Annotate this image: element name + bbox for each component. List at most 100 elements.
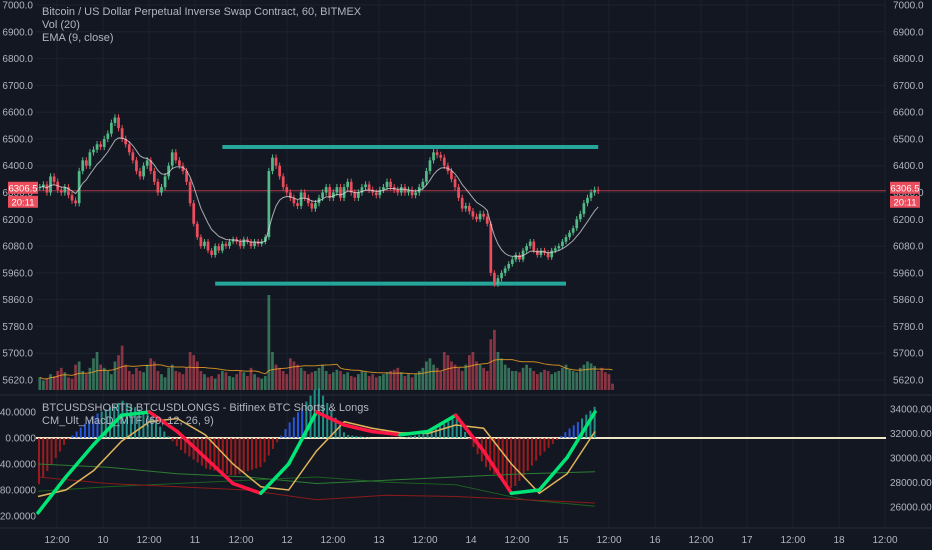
- shorts-longs-legend[interactable]: BTCUSDSHORTS BTCUSDLONGS - Bitfinex BTC …: [42, 402, 369, 414]
- volume-bar: [586, 361, 589, 390]
- volume-bar: [127, 371, 131, 390]
- candle-body: [342, 187, 346, 198]
- macd-line-segment: [509, 488, 542, 495]
- macd-histogram-bar: [568, 428, 571, 438]
- volume-bar: [306, 374, 310, 390]
- price-tick-label-right: 5780.0: [893, 322, 924, 333]
- candle-body: [249, 241, 253, 247]
- price-tick-label-right: 6600.0: [893, 108, 924, 119]
- price-tick-label-left: 6080.0: [2, 242, 33, 253]
- macd-histogram-bar: [175, 438, 178, 447]
- macd-line-segment: [370, 429, 402, 437]
- candle-body: [303, 192, 307, 198]
- volume-legend[interactable]: Vol (20): [42, 19, 80, 31]
- candle-body: [571, 228, 575, 233]
- volume-bar: [521, 367, 525, 390]
- volume-bar: [299, 367, 303, 390]
- indicator-tick-label-left: -40.0000: [0, 460, 36, 471]
- volume-bar: [138, 371, 142, 390]
- macd-line-segment: [203, 455, 235, 486]
- price-tick-label-left: 6900.0: [2, 27, 33, 38]
- candle-body: [49, 176, 52, 193]
- time-tick-label: 12:00: [596, 535, 621, 546]
- candle-body: [485, 216, 489, 224]
- candle-body: [188, 181, 192, 204]
- volume-bar: [296, 364, 299, 390]
- candle-body: [414, 192, 418, 196]
- volume-bar: [453, 364, 457, 390]
- volume-bar: [178, 372, 181, 390]
- macd-line-segment: [454, 413, 486, 453]
- candle-body: [321, 192, 324, 198]
- symbol-title[interactable]: Bitcoin / US Dollar Perpetual Inverse Sw…: [42, 6, 362, 18]
- volume-bar: [596, 371, 600, 390]
- macd-histogram-bar: [464, 431, 467, 438]
- signal-line: [37, 417, 596, 498]
- candle-body: [228, 241, 231, 247]
- macd-line-segment: [537, 455, 569, 492]
- macd-legend[interactable]: CM_Ult_MacD_MTF (60, 12, 26, 9): [42, 415, 214, 427]
- candle-body: [535, 250, 539, 255]
- candle-body: [496, 278, 500, 284]
- volume-bar: [575, 372, 579, 390]
- price-tick-label-right: 6400.0: [893, 161, 924, 172]
- volume-bar: [525, 364, 528, 390]
- volume-bar: [38, 377, 42, 390]
- volume-bar: [604, 372, 607, 390]
- time-tick-label: 13: [373, 535, 385, 546]
- macd-histogram-bar: [180, 438, 183, 451]
- volume-bar: [285, 374, 289, 390]
- candle-body: [346, 181, 349, 188]
- candle-body: [532, 241, 536, 251]
- macd-line-segment: [259, 462, 291, 495]
- candle-body: [314, 203, 317, 209]
- volume-bar: [539, 372, 543, 390]
- macd-histogram-bar: [71, 435, 74, 438]
- candle-body: [242, 239, 246, 247]
- candle-body: [374, 192, 378, 196]
- candle-body: [120, 128, 124, 139]
- ema-legend[interactable]: EMA (9, close): [42, 32, 114, 44]
- horizontal-levels[interactable]: [36, 144, 886, 286]
- volume-bar: [414, 374, 418, 390]
- volume-bar: [328, 374, 332, 390]
- macd-histogram-bar: [96, 413, 99, 438]
- macd-histogram-bar: [109, 407, 112, 438]
- volume-bar: [145, 364, 149, 390]
- indicator-tick-label-left: -80.0000: [0, 486, 36, 497]
- candle-body: [482, 213, 486, 217]
- macd-histogram-bar: [255, 438, 258, 469]
- candle-body: [568, 232, 571, 238]
- volume-bar: [281, 371, 285, 390]
- volume-bar: [475, 361, 478, 390]
- candle-body: [127, 144, 131, 153]
- volume-bar: [185, 367, 188, 390]
- macd-histogram-bar: [334, 417, 337, 438]
- price-tick-label-left: 6500.0: [2, 134, 33, 145]
- time-tick-label: 12:00: [688, 535, 713, 546]
- volume-bar: [507, 367, 511, 390]
- candle-body: [514, 255, 518, 260]
- candle-body: [110, 122, 113, 134]
- candle-body: [152, 171, 156, 182]
- candle-body: [299, 192, 303, 206]
- indicator-tick-label-right: 28000.0000: [890, 478, 932, 489]
- volume-bar: [482, 367, 486, 390]
- indicator-panel[interactable]: [36, 388, 886, 515]
- candle-body: [231, 239, 235, 242]
- volume-bar: [364, 372, 367, 390]
- candle-body: [170, 152, 174, 166]
- macd-histogram-bar: [184, 438, 187, 454]
- macd-histogram-bar: [209, 438, 212, 470]
- indicator-tick-label-left: -120.0000: [0, 512, 36, 523]
- last-price-badge-right: [890, 181, 920, 194]
- volume-bar: [156, 371, 160, 390]
- macd-histogram-bar: [230, 438, 233, 475]
- macd-line-segment: [314, 410, 347, 427]
- candle-body: [70, 195, 74, 201]
- macd-histogram-bar: [125, 402, 128, 438]
- volume-bar: [399, 372, 403, 390]
- volume-bar: [70, 378, 74, 390]
